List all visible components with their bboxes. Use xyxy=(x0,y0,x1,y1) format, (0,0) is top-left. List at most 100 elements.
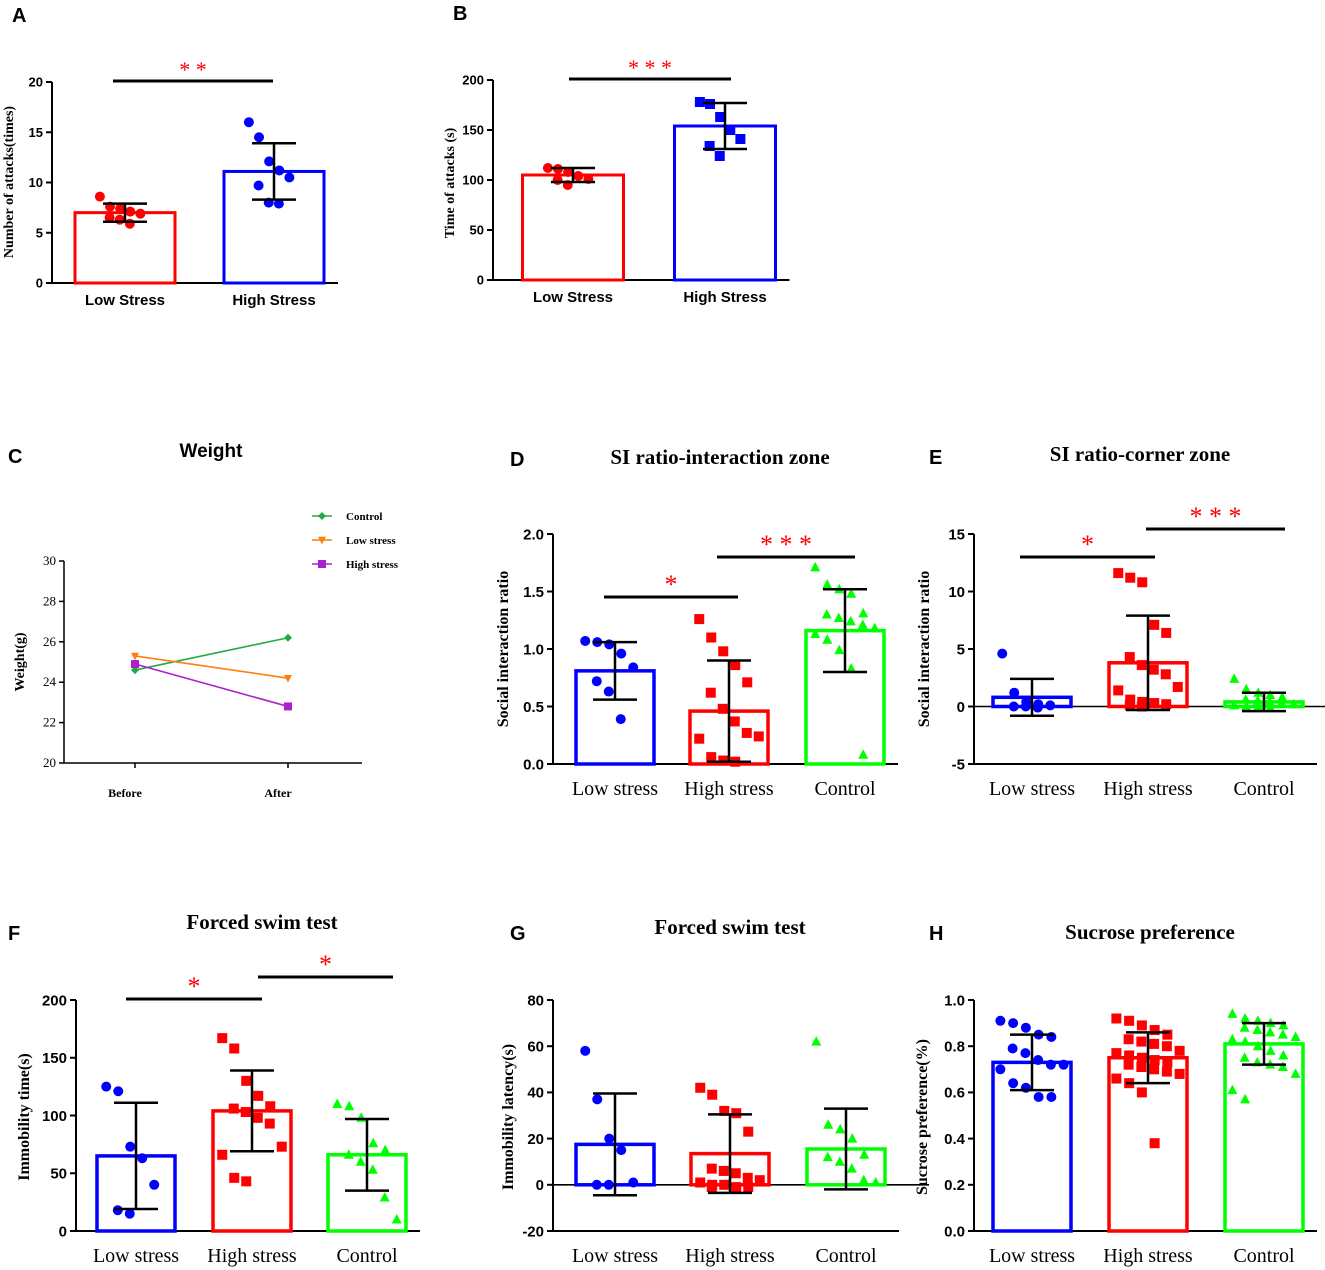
data-point xyxy=(1111,1073,1122,1084)
data-point xyxy=(694,614,705,625)
data-point xyxy=(1172,681,1183,692)
x-tick-label: Low stress xyxy=(989,778,1075,800)
data-point xyxy=(580,635,591,646)
panel-d: D SI ratio-interaction zone 0.0 0.5 1.0 1.5 2.… xyxy=(495,445,898,800)
significance-stars: * * * xyxy=(1190,502,1242,531)
data-point xyxy=(742,677,753,688)
data-point xyxy=(1148,664,1159,675)
x-tick-label: High stress xyxy=(684,778,774,800)
data-point xyxy=(1240,1012,1251,1023)
y-tick-label: 40 xyxy=(527,1085,544,1102)
data-point xyxy=(706,1182,717,1193)
data-point xyxy=(1252,1040,1263,1051)
chart-title: Forced swim test xyxy=(186,910,337,934)
y-tick-label: -5 xyxy=(952,756,965,773)
data-point xyxy=(616,1145,627,1156)
data-point xyxy=(846,663,857,673)
legend-marker xyxy=(318,512,326,520)
data-point xyxy=(1136,1052,1147,1063)
data-point xyxy=(1123,1059,1134,1070)
data-point xyxy=(833,612,844,622)
x-tick-label: Control xyxy=(1233,1245,1295,1267)
y-tick-label: 5 xyxy=(957,641,965,658)
significance-stars: * xyxy=(188,972,201,1001)
data-point xyxy=(995,1064,1006,1075)
y-tick-label: 80 xyxy=(527,992,544,1009)
data-point xyxy=(1033,1092,1044,1103)
data-point xyxy=(356,1112,367,1122)
data-point xyxy=(822,634,833,644)
y-tick-label: 0 xyxy=(36,276,43,291)
panel-g: G Forced swim test -20 0 20 40 60 80 Immobility … xyxy=(500,915,929,1267)
data-point xyxy=(379,1192,390,1202)
data-point xyxy=(730,1168,741,1179)
data-point xyxy=(241,1075,252,1086)
chart-title: Weight xyxy=(180,441,244,462)
data-point xyxy=(729,716,740,727)
y-tick-label: 10 xyxy=(29,175,43,190)
data-point xyxy=(694,733,705,744)
data-point xyxy=(1265,1026,1276,1037)
y-tick-label: 0.0 xyxy=(944,1223,965,1240)
data-point xyxy=(542,163,553,173)
data-point xyxy=(1008,701,1019,712)
data-point xyxy=(725,125,736,135)
y-tick-label: 2.0 xyxy=(523,526,544,543)
data-point xyxy=(1125,694,1136,705)
data-point xyxy=(115,203,126,214)
data-point xyxy=(1149,1055,1160,1066)
y-tick-label: 50 xyxy=(50,1166,67,1183)
data-point xyxy=(149,1179,160,1190)
data-point xyxy=(823,1119,834,1129)
x-tick-label: After xyxy=(264,786,292,800)
data-point xyxy=(704,141,715,151)
y-tick-label: 0 xyxy=(477,273,484,288)
data-point xyxy=(229,1043,240,1054)
data-point xyxy=(264,1118,275,1129)
data-point xyxy=(615,714,626,725)
data-point xyxy=(694,97,705,107)
data-point xyxy=(822,579,833,589)
data-point xyxy=(573,171,584,181)
data-point xyxy=(742,1172,753,1183)
data-point xyxy=(1252,1024,1263,1035)
data-point xyxy=(114,214,125,225)
data-point xyxy=(1020,1048,1031,1059)
data-point xyxy=(591,1179,602,1190)
y-tick-label: 1.0 xyxy=(944,992,965,1009)
data-point xyxy=(1149,1064,1160,1075)
panel-label: A xyxy=(12,5,26,27)
x-tick-label: Low stress xyxy=(572,778,658,800)
data-point xyxy=(1058,1059,1069,1070)
data-point xyxy=(846,1163,857,1173)
data-point xyxy=(628,1177,639,1188)
x-tick-label: Low stress xyxy=(989,1245,1075,1267)
data-point xyxy=(332,1098,343,1108)
y-tick-label: 100 xyxy=(462,173,484,188)
data-point xyxy=(265,1101,276,1112)
y-tick-label: 20 xyxy=(527,1131,544,1148)
y-axis-label: Sucrose preference(%) xyxy=(914,1039,931,1195)
y-tick-label: 0.0 xyxy=(523,756,544,773)
data-point xyxy=(1253,701,1264,711)
legend-label: Control xyxy=(346,511,382,523)
data-point xyxy=(754,1175,765,1186)
data-point xyxy=(1288,698,1299,709)
data-point xyxy=(217,1033,228,1044)
x-tick-label: High stress xyxy=(207,1245,297,1267)
data-point xyxy=(253,1090,264,1101)
data-point xyxy=(1160,669,1171,680)
y-tick-label: 0.6 xyxy=(944,1085,965,1102)
data-point xyxy=(1239,1022,1250,1032)
data-point xyxy=(719,1179,730,1190)
data-point xyxy=(603,1179,614,1190)
panel-label: D xyxy=(510,449,524,471)
panel-h: H Sucrose preference 0.0 0.2 0.4 0.6 0.8 1.0 Suc… xyxy=(914,920,1317,1267)
data-point xyxy=(253,180,264,191)
data-point xyxy=(1241,701,1252,711)
legend-marker xyxy=(318,536,326,545)
data-point xyxy=(1278,1019,1289,1030)
x-tick-label: Low stress xyxy=(93,1245,179,1267)
data-point xyxy=(719,1105,730,1116)
data-point xyxy=(228,1103,239,1114)
